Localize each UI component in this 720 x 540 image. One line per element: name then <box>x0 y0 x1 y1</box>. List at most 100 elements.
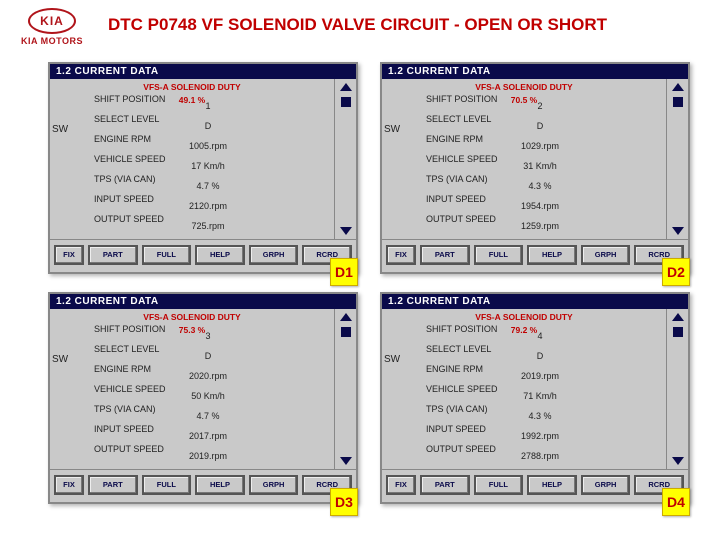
fix-button[interactable]: FIX <box>54 475 84 495</box>
grph-button[interactable]: GRPH <box>249 245 299 265</box>
d-label: D2 <box>662 258 690 286</box>
panel-footer: FIXPARTFULLHELPGRPHRCRD <box>382 469 688 499</box>
data-label: OUTPUT SPEED <box>426 213 496 226</box>
scroll-stop-icon[interactable] <box>341 327 351 337</box>
sw-mark: SW <box>52 123 68 136</box>
fix-button[interactable]: FIX <box>386 245 416 265</box>
scroll-down-icon[interactable] <box>340 227 352 235</box>
scroll-up-icon[interactable] <box>340 313 352 321</box>
vfs-solenoid-duty: VFS-A SOLENOID DUTY49.1 % <box>143 81 240 107</box>
full-button[interactable]: FULL <box>142 475 192 495</box>
data-label: ENGINE RPM <box>426 133 483 146</box>
d-label: D3 <box>330 488 358 516</box>
data-value: 4.7 % <box>196 410 219 423</box>
data-value: 2017.rpm <box>189 430 227 443</box>
data-label: ENGINE RPM <box>94 133 151 146</box>
data-label: OUTPUT SPEED <box>426 443 496 456</box>
part-button[interactable]: PART <box>88 475 138 495</box>
data-value: 2019.rpm <box>189 450 227 463</box>
kia-brand-text: KIA <box>40 14 64 28</box>
scroll-stop-icon[interactable] <box>673 327 683 337</box>
vfs-solenoid-duty: VFS-A SOLENOID DUTY79.2 % <box>475 311 572 337</box>
scroll-bar <box>334 79 356 239</box>
panel-header: 1.2 CURRENT DATA <box>50 294 356 309</box>
data-value: 4.3 % <box>528 180 551 193</box>
panel-footer: FIXPARTFULLHELPGRPHRCRD <box>50 469 356 499</box>
data-label: SELECT LEVEL <box>426 113 491 126</box>
kia-motors-text: KIA MOTORS <box>12 36 92 46</box>
data-area: VFS-A SOLENOID DUTY79.2 %SWSHIFT POSITIO… <box>382 309 666 469</box>
data-label: TPS (VIA CAN) <box>94 173 156 186</box>
panel-footer: FIXPARTFULLHELPGRPHRCRD <box>50 239 356 269</box>
part-button[interactable]: PART <box>420 245 470 265</box>
part-button[interactable]: PART <box>420 475 470 495</box>
scroll-bar <box>666 79 688 239</box>
diagnostic-panel: 1.2 CURRENT DATA VFS-A SOLENOID DUTY49.1 … <box>48 62 358 274</box>
data-value: 1992.rpm <box>521 430 559 443</box>
panel-body: VFS-A SOLENOID DUTY70.5 %SWSHIFT POSITIO… <box>382 79 688 239</box>
panel-body: VFS-A SOLENOID DUTY79.2 %SWSHIFT POSITIO… <box>382 309 688 469</box>
scroll-stop-icon[interactable] <box>341 97 351 107</box>
sw-mark: SW <box>384 353 400 366</box>
scroll-down-icon[interactable] <box>672 457 684 465</box>
d-label: D1 <box>330 258 358 286</box>
panel-header: 1.2 CURRENT DATA <box>382 294 688 309</box>
data-value: 50 Km/h <box>191 390 225 403</box>
full-button[interactable]: FULL <box>474 245 524 265</box>
scroll-down-icon[interactable] <box>340 457 352 465</box>
panel-header: 1.2 CURRENT DATA <box>50 64 356 79</box>
data-value: 2788.rpm <box>521 450 559 463</box>
fix-button[interactable]: FIX <box>386 475 416 495</box>
grph-button[interactable]: GRPH <box>581 245 631 265</box>
panel-body: VFS-A SOLENOID DUTY49.1 %SWSHIFT POSITIO… <box>50 79 356 239</box>
data-label: OUTPUT SPEED <box>94 213 164 226</box>
data-value: 4.3 % <box>528 410 551 423</box>
help-button[interactable]: HELP <box>527 475 577 495</box>
grph-button[interactable]: GRPH <box>581 475 631 495</box>
data-value: 1005.rpm <box>189 140 227 153</box>
sw-mark: SW <box>52 353 68 366</box>
data-label: VEHICLE SPEED <box>94 153 166 166</box>
data-value: 1259.rpm <box>521 220 559 233</box>
scroll-up-icon[interactable] <box>340 83 352 91</box>
diagnostic-panel: 1.2 CURRENT DATAVFS-A SOLENOID DUTY75.3 … <box>48 292 358 504</box>
data-label: INPUT SPEED <box>94 193 154 206</box>
data-label: INPUT SPEED <box>426 193 486 206</box>
page-title: DTC P0748 VF SOLENOID VALVE CIRCUIT - OP… <box>108 14 668 35</box>
help-button[interactable]: HELP <box>527 245 577 265</box>
scroll-up-icon[interactable] <box>672 313 684 321</box>
data-label: INPUT SPEED <box>94 423 154 436</box>
data-area: VFS-A SOLENOID DUTY70.5 %SWSHIFT POSITIO… <box>382 79 666 239</box>
data-value: 17 Km/h <box>191 160 225 173</box>
data-label: SELECT LEVEL <box>94 113 159 126</box>
panel-header: 1.2 CURRENT DATA <box>382 64 688 79</box>
sw-mark: SW <box>384 123 400 136</box>
data-label: ENGINE RPM <box>426 363 483 376</box>
data-label: VEHICLE SPEED <box>426 153 498 166</box>
data-value: D <box>537 350 544 363</box>
full-button[interactable]: FULL <box>474 475 524 495</box>
data-value: 4.7 % <box>196 180 219 193</box>
data-area: VFS-A SOLENOID DUTY49.1 %SWSHIFT POSITIO… <box>50 79 334 239</box>
data-value: 2120.rpm <box>189 200 227 213</box>
part-button[interactable]: PART <box>88 245 138 265</box>
scroll-down-icon[interactable] <box>672 227 684 235</box>
diagnostic-panel: 1.2 CURRENT DATAVFS-A SOLENOID DUTY70.5 … <box>380 62 690 274</box>
d-label: D4 <box>662 488 690 516</box>
fix-button[interactable]: FIX <box>54 245 84 265</box>
scroll-up-icon[interactable] <box>672 83 684 91</box>
data-value: 31 Km/h <box>523 160 557 173</box>
data-value: 1954.rpm <box>521 200 559 213</box>
scroll-stop-icon[interactable] <box>673 97 683 107</box>
full-button[interactable]: FULL <box>142 245 192 265</box>
data-value: 71 Km/h <box>523 390 557 403</box>
data-area: VFS-A SOLENOID DUTY75.3 %SWSHIFT POSITIO… <box>50 309 334 469</box>
grph-button[interactable]: GRPH <box>249 475 299 495</box>
help-button[interactable]: HELP <box>195 245 245 265</box>
panels-container: 1.2 CURRENT DATA VFS-A SOLENOID DUTY49.1 … <box>0 62 720 540</box>
panel-body: VFS-A SOLENOID DUTY75.3 %SWSHIFT POSITIO… <box>50 309 356 469</box>
data-label: SELECT LEVEL <box>426 343 491 356</box>
help-button[interactable]: HELP <box>195 475 245 495</box>
data-label: SELECT LEVEL <box>94 343 159 356</box>
scroll-bar <box>666 309 688 469</box>
